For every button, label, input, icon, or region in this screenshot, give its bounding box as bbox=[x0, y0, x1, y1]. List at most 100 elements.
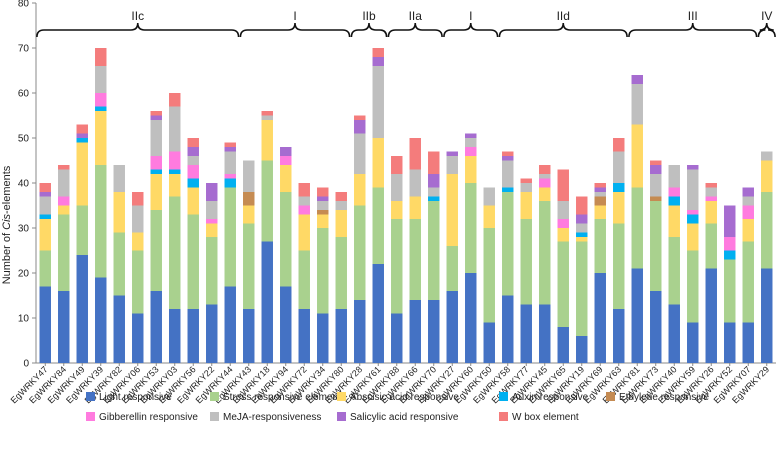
bar-stack bbox=[483, 187, 495, 366]
bar-segment bbox=[58, 291, 70, 363]
bar-segment bbox=[354, 133, 366, 174]
bar-segment bbox=[465, 183, 477, 273]
bar-stack bbox=[280, 147, 292, 366]
bar-segment bbox=[594, 219, 606, 273]
bar-segment bbox=[631, 187, 643, 269]
bar-segment bbox=[539, 187, 551, 201]
bar-segment bbox=[391, 313, 403, 363]
bar-stack bbox=[113, 165, 125, 366]
bar-segment bbox=[243, 192, 255, 206]
bar-segment bbox=[354, 205, 366, 300]
bar-stack bbox=[705, 183, 717, 366]
bar-segment bbox=[298, 309, 310, 363]
bar-segment bbox=[576, 232, 588, 237]
bar-segment bbox=[243, 160, 255, 192]
legend-label: Abscisic acid responsive bbox=[350, 392, 459, 403]
bar-segment bbox=[298, 196, 310, 206]
bar-stack bbox=[95, 48, 107, 366]
bar-segment bbox=[76, 124, 88, 134]
bar-stack bbox=[298, 183, 310, 366]
bar-segment bbox=[243, 309, 255, 363]
legend: Light responsive Stress responsive elemen… bbox=[86, 392, 709, 423]
bar-segment bbox=[687, 165, 699, 170]
bar-segment bbox=[742, 187, 754, 197]
bar-segment bbox=[631, 124, 643, 188]
bar-segment bbox=[113, 192, 125, 233]
bar-segment bbox=[502, 187, 514, 192]
bar-segment bbox=[224, 286, 236, 363]
legend-item: Ethylene responsive bbox=[606, 392, 709, 403]
bar-segment bbox=[428, 174, 440, 188]
bar-segment bbox=[372, 57, 384, 66]
bar-segment bbox=[206, 183, 218, 201]
bar-segment bbox=[317, 210, 329, 215]
bar-segment bbox=[39, 286, 51, 363]
bar-stack bbox=[668, 165, 680, 366]
group-bracket bbox=[36, 22, 240, 38]
bar-segment bbox=[576, 241, 588, 336]
bar-segment bbox=[317, 214, 329, 228]
bar-segment bbox=[502, 192, 514, 296]
bar-segment bbox=[187, 147, 199, 156]
bar-segment bbox=[391, 219, 403, 314]
bar-segment bbox=[187, 156, 199, 165]
bar-segment bbox=[520, 219, 532, 305]
bar-segment bbox=[502, 156, 514, 161]
group-bracket bbox=[628, 22, 758, 38]
legend-label: Salicylic acid responsive bbox=[350, 412, 459, 423]
bar-segment bbox=[58, 205, 70, 215]
bar-segment bbox=[409, 196, 421, 219]
bar-segment bbox=[687, 210, 699, 215]
bar-segment bbox=[206, 304, 218, 363]
bar-segment bbox=[298, 205, 310, 215]
y-tick-label: 50 bbox=[18, 134, 30, 145]
bar-segment bbox=[372, 187, 384, 264]
bar-segment bbox=[113, 165, 125, 192]
y-tick-label: 60 bbox=[18, 89, 30, 100]
bar-segment bbox=[650, 174, 662, 197]
bar-segment bbox=[428, 196, 440, 201]
bar-segment bbox=[631, 75, 643, 84]
bar-stack bbox=[428, 151, 440, 366]
bar-segment bbox=[224, 178, 236, 188]
bar-segment bbox=[95, 277, 107, 363]
bar-stack bbox=[446, 151, 458, 366]
bar-segment bbox=[132, 313, 144, 363]
bar-segment bbox=[372, 138, 384, 188]
bar-segment bbox=[354, 174, 366, 206]
bar-segment bbox=[502, 295, 514, 363]
bar-segment bbox=[724, 322, 736, 363]
bar-stack bbox=[187, 138, 199, 366]
bar-segment bbox=[150, 169, 162, 174]
group-label: IId bbox=[557, 9, 570, 23]
bar-segment bbox=[668, 187, 680, 197]
bar-segment bbox=[169, 106, 181, 152]
bar-segment bbox=[391, 174, 403, 201]
bar-segment bbox=[687, 223, 699, 251]
bar-stack bbox=[243, 160, 255, 366]
bar-segment bbox=[317, 201, 329, 210]
bar-segment bbox=[650, 291, 662, 363]
bar-segment bbox=[113, 295, 125, 363]
bar-segment bbox=[335, 309, 347, 363]
bar-segment bbox=[761, 192, 773, 269]
bar-segment bbox=[298, 214, 310, 251]
bar-segment bbox=[557, 169, 569, 201]
bar-segment bbox=[446, 156, 458, 174]
bar-segment bbox=[650, 196, 662, 201]
bar-segment bbox=[95, 106, 107, 111]
bar-segment bbox=[58, 165, 70, 170]
bar-segment bbox=[520, 304, 532, 363]
bar-segment bbox=[206, 237, 218, 305]
bar-stack bbox=[594, 183, 606, 366]
bar-segment bbox=[742, 219, 754, 242]
bar-segment bbox=[261, 160, 273, 242]
bar-stack bbox=[150, 111, 162, 366]
bar-segment bbox=[206, 219, 218, 224]
bar-segment bbox=[668, 237, 680, 305]
bar-stack bbox=[539, 165, 551, 366]
bar-segment bbox=[391, 201, 403, 219]
legend-swatch bbox=[337, 412, 346, 421]
bar-segment bbox=[613, 223, 625, 309]
group-label: IIb bbox=[362, 9, 376, 23]
